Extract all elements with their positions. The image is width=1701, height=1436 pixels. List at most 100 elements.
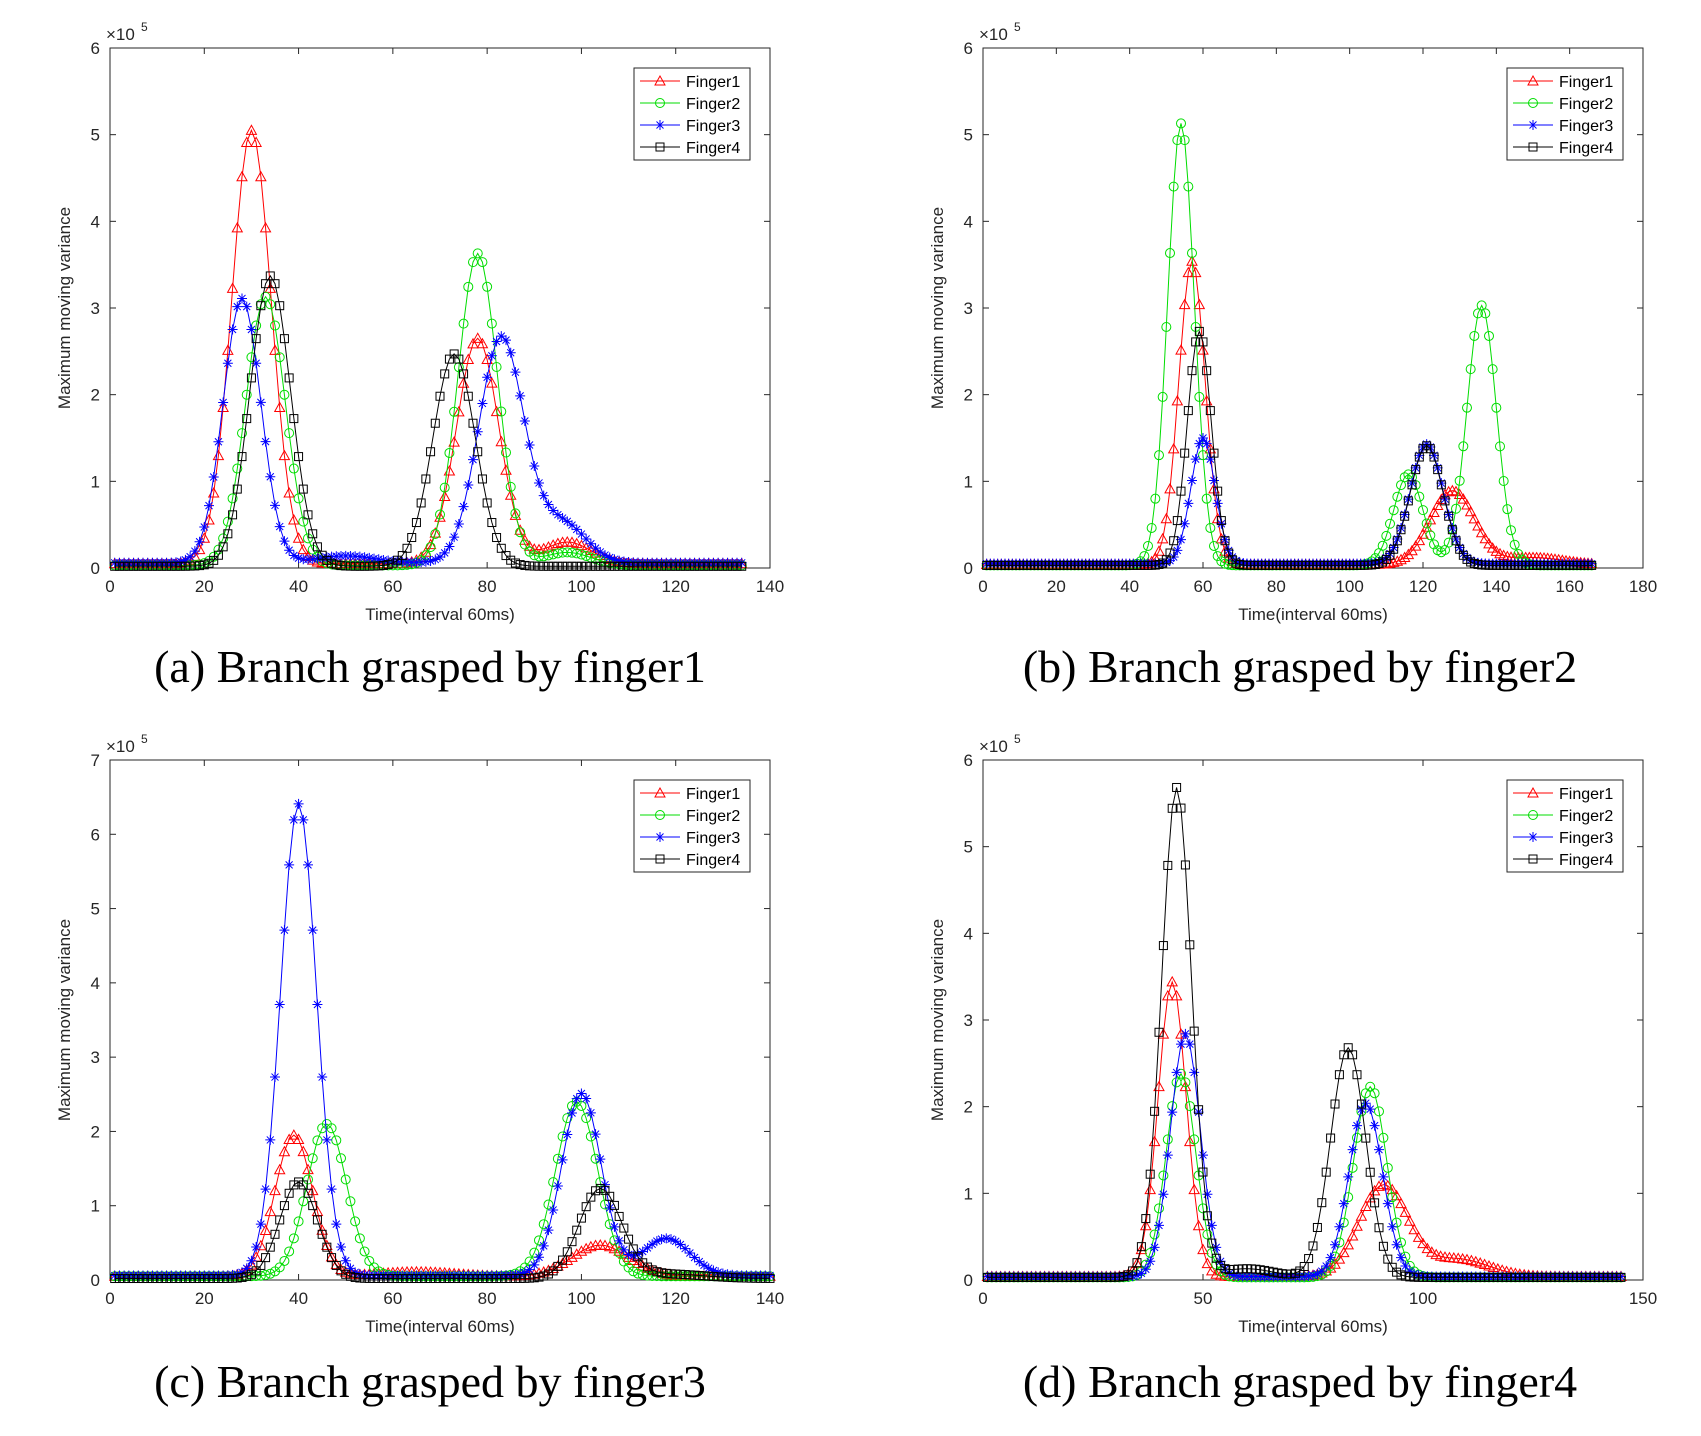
data-point (444, 541, 455, 552)
data-point (430, 418, 440, 428)
data-point (538, 1219, 549, 1230)
data-point (680, 561, 690, 571)
data-point (1171, 394, 1184, 406)
data-point (576, 549, 587, 560)
data-point (1457, 493, 1470, 504)
y-exponent-power: 5 (141, 732, 148, 746)
data-point (369, 553, 379, 564)
data-point (1418, 505, 1428, 516)
data-point (680, 1270, 690, 1280)
data-point (204, 500, 214, 511)
data-point (1361, 1133, 1371, 1143)
data-point (284, 545, 295, 556)
legend-label: Finger2 (1559, 808, 1613, 825)
data-point (1342, 1238, 1355, 1250)
data-point (1317, 1198, 1327, 1208)
legend-entry-finger2: Finger2 (1513, 96, 1613, 113)
data-point (222, 516, 233, 527)
data-point (279, 1201, 289, 1211)
data-point (279, 389, 290, 400)
data-point (199, 1274, 209, 1284)
series-finger4 (110, 1177, 775, 1284)
data-point (1154, 450, 1164, 461)
data-point (1403, 1215, 1416, 1226)
data-point (580, 1242, 592, 1254)
data-point (1421, 439, 1432, 450)
y-tick-label: 6 (91, 825, 100, 844)
legend-marker (654, 74, 666, 86)
data-point (1369, 1120, 1380, 1131)
legend-label: Finger4 (686, 852, 740, 869)
data-point (1189, 1026, 1199, 1036)
data-point (490, 405, 503, 417)
data-point (435, 509, 445, 520)
data-point (393, 1274, 403, 1284)
data-point (237, 1272, 247, 1282)
data-point (552, 548, 563, 559)
data-point (552, 509, 563, 520)
data-point (590, 1129, 601, 1140)
data-point (341, 561, 351, 571)
data-point (1205, 454, 1216, 465)
data-point (345, 1271, 355, 1281)
data-point (1198, 450, 1208, 461)
data-point (298, 1196, 309, 1207)
data-point (307, 1153, 318, 1164)
data-point (652, 561, 662, 571)
data-point (1187, 475, 1197, 486)
legend-entry-finger3: Finger3 (640, 118, 740, 135)
data-point (1355, 1210, 1368, 1221)
data-point (1201, 1257, 1214, 1269)
y-exponent-power: 5 (141, 20, 148, 34)
data-point (1187, 366, 1197, 376)
data-point (341, 1269, 351, 1279)
data-point (1374, 1106, 1384, 1117)
data-point (245, 124, 258, 135)
data-point (642, 1262, 652, 1272)
data-point (600, 1179, 610, 1190)
data-point (462, 353, 475, 365)
legend-marker (1528, 810, 1538, 820)
data-point (576, 1213, 586, 1223)
data-point (694, 1270, 704, 1280)
data-point (699, 1260, 709, 1271)
data-point (477, 1274, 487, 1284)
data-point (289, 414, 299, 424)
y-tick-label: 4 (91, 212, 100, 231)
legend-entry-finger2: Finger2 (640, 96, 740, 113)
data-point (1184, 1039, 1195, 1050)
data-point (374, 561, 384, 571)
data-point (482, 1274, 492, 1284)
data-point (1325, 1252, 1336, 1263)
y-exponent-label: ×10 (979, 25, 1008, 44)
data-point (1220, 536, 1230, 546)
data-point (476, 337, 489, 349)
data-point (562, 516, 573, 527)
data-point (388, 1274, 398, 1284)
data-point (1476, 300, 1487, 311)
data-point (1202, 366, 1212, 376)
data-point (199, 522, 210, 533)
data-point (1343, 1192, 1354, 1203)
data-point (1150, 493, 1161, 504)
data-point (1146, 522, 1157, 533)
legend-marker (655, 120, 665, 130)
data-point (732, 1273, 742, 1283)
data-point (661, 1268, 671, 1278)
data-point (1205, 522, 1216, 533)
data-point (657, 561, 667, 571)
x-tick-label: 140 (1482, 577, 1510, 596)
data-point (618, 556, 629, 567)
data-point (562, 547, 573, 558)
legend: Finger1 Finger2 Finger3 Finger4 (1506, 779, 1624, 873)
data-point (1436, 480, 1446, 490)
data-point (1201, 438, 1212, 449)
data-point (552, 537, 564, 548)
y-exponent-label: ×10 (106, 737, 135, 756)
data-point (162, 1274, 172, 1284)
data-point (1495, 441, 1505, 452)
legend: Finger1 Finger2 Finger3 Finger4 (633, 67, 751, 161)
data-point (1150, 1106, 1160, 1116)
data-point (529, 561, 539, 571)
data-point (1180, 1077, 1191, 1088)
